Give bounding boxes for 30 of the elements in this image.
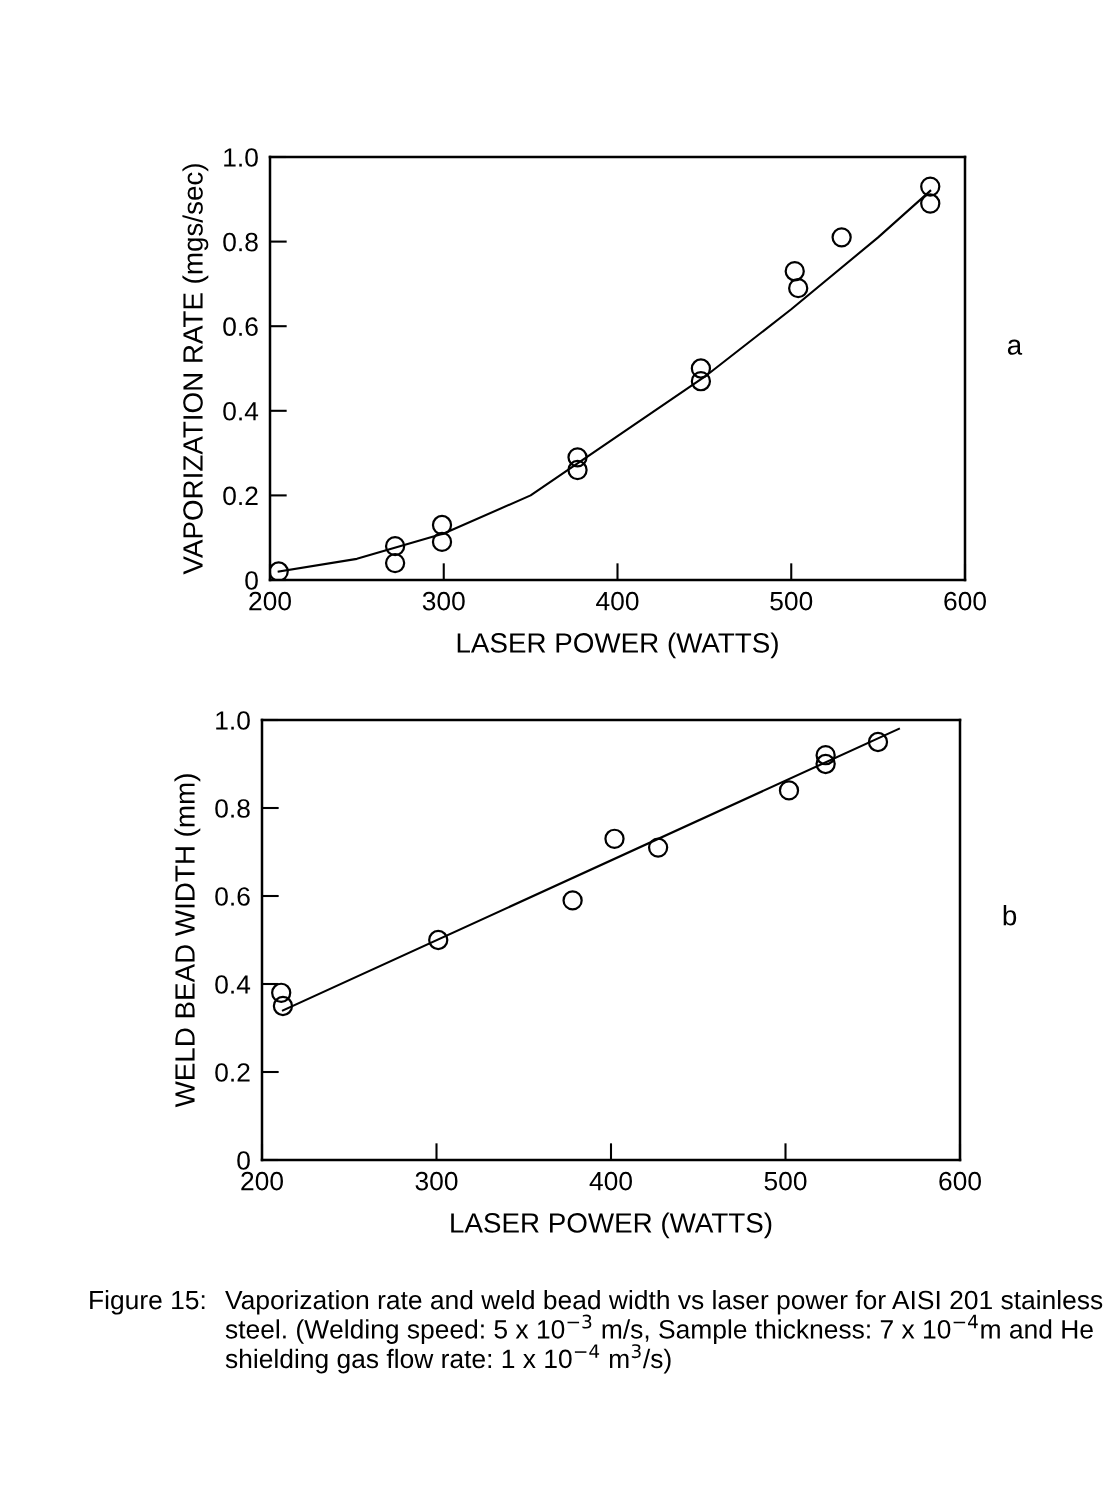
x-tick-label: 600 — [944, 591, 986, 611]
y-tick-label: 0.2 — [223, 486, 258, 506]
x-tick-label: 300 — [415, 1171, 458, 1191]
x-tick-label: 400 — [589, 1171, 632, 1191]
y-tick-label: 0 — [237, 1151, 250, 1170]
y-tick-label: 0.4 — [215, 975, 251, 994]
y-tick-label: 0.2 — [215, 1063, 250, 1082]
x-tick-label: 400 — [596, 591, 639, 611]
x-tick-label: 300 — [422, 591, 465, 611]
x-tick-label: 600 — [939, 1171, 981, 1191]
y-tick-label: 0.8 — [223, 232, 258, 252]
caption: Figure 15: — [90, 1290, 205, 1315]
y-axis-title: WELD BEAD WIDTH (mm) — [174, 774, 201, 1108]
text: b — [1003, 905, 1017, 926]
y-tick-label: 0 — [245, 571, 258, 590]
y-tick-label: 0.8 — [215, 799, 250, 818]
x-tick-label: 500 — [764, 1171, 807, 1191]
y-tick-label: 0.4 — [223, 401, 259, 421]
y-tick-label: 0.6 — [215, 887, 250, 906]
y-axis-title: VAPORIZATION RATE (mgs/sec) — [182, 164, 209, 575]
x-axis-title: LASER POWER (WATTS) — [451, 1212, 772, 1239]
x-tick-label: 500 — [770, 591, 813, 611]
x-axis-title: LASER POWER (WATTS) — [457, 632, 778, 659]
text: Vaporization rate and weld bead width vs laser power for AISI 201 stainless steel. (Welding speed: 5 x 10$^{−3}$ m/s, Sample thickness: 7 x 10$^{−4}$m and He shielding gas flow rate: 1 x 10$^{−4}$ m$^{3}$/s) — [225, 1290, 1103, 1374]
y-tick-label: 1.0 — [224, 148, 258, 167]
y-tick-label: 1.0 — [216, 711, 250, 730]
y-tick-label: 0.6 — [223, 317, 258, 337]
x-tick-label: 200 — [249, 591, 291, 611]
x-tick-label: 200 — [241, 1171, 283, 1191]
text: a — [1007, 339, 1023, 355]
